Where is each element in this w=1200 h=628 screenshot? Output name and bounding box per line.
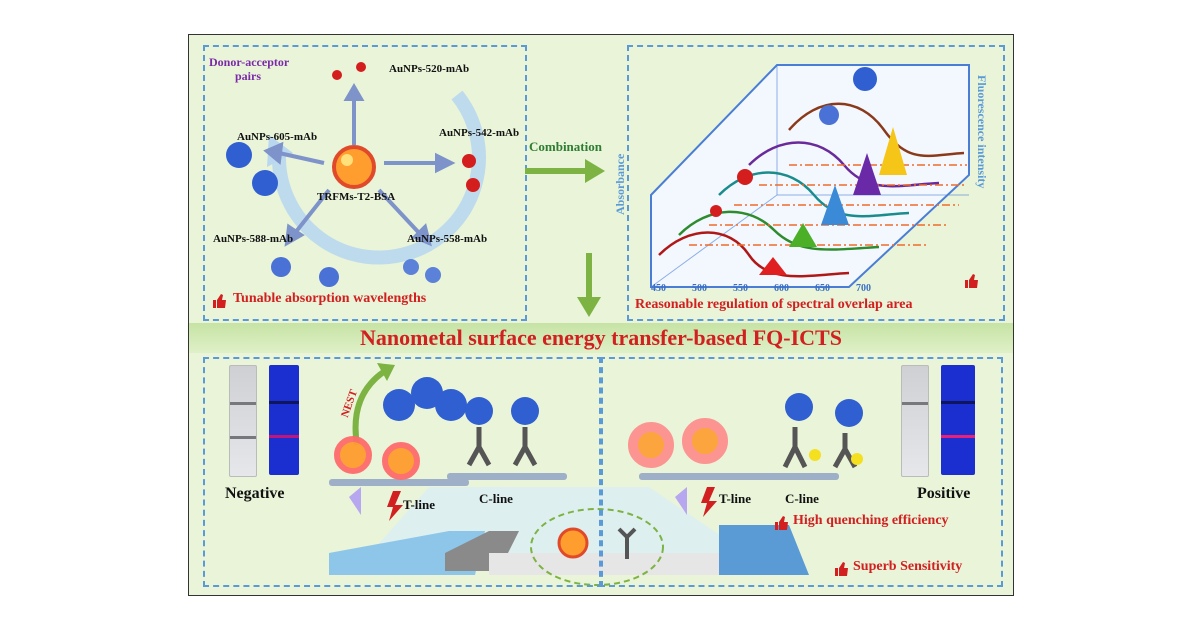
plate-right xyxy=(639,473,839,480)
thumbs-up-icon xyxy=(775,516,788,530)
spectra-box xyxy=(650,64,970,288)
cycle-arrow xyxy=(271,90,486,265)
negative-strip-white xyxy=(229,365,257,477)
tick-500: 500 xyxy=(692,283,707,294)
t-line-right-label: T-line xyxy=(719,491,752,506)
peak-purple xyxy=(853,153,881,195)
c-line-left-label: C-line xyxy=(479,491,513,506)
pairs-label-2: pairs xyxy=(235,69,262,83)
abs-curve-5 xyxy=(788,102,965,158)
tick-row: 450 500 550 600 650 700 xyxy=(651,283,871,294)
positive-strip-uv xyxy=(941,365,975,475)
panel-positive xyxy=(599,357,1003,587)
panel-absorption xyxy=(203,45,527,321)
quench-caption: High quenching efficiency xyxy=(793,513,949,528)
aunp-542-2 xyxy=(466,178,480,192)
peak-yellow xyxy=(879,127,907,175)
thumbs-up-icon xyxy=(965,274,978,288)
thumbs-up-icon xyxy=(835,562,848,576)
probe-605-label: AuNPs-605-mAb xyxy=(237,131,318,143)
tick-650: 650 xyxy=(815,283,830,294)
aunp-605-1 xyxy=(226,142,252,168)
tick-700: 700 xyxy=(856,283,871,294)
panel-spectra xyxy=(627,45,1005,321)
aunp-542-1 xyxy=(462,154,476,168)
probe-520-label: AuNPs-520-mAb xyxy=(389,63,470,75)
t-line-left-label: T-line xyxy=(403,497,436,512)
plate-middle xyxy=(447,473,567,480)
abs-curve-2 xyxy=(678,210,880,251)
spectra-caption: Reasonable regulation of spectral overla… xyxy=(635,297,913,312)
aunp-605-2 xyxy=(252,170,278,196)
combination-label: Combination xyxy=(529,139,602,154)
probe-542-label: AuNPs-542-mAb xyxy=(439,127,520,139)
strip-membrane xyxy=(489,553,739,575)
decor-layer xyxy=(226,62,970,586)
thumbs-up-icon xyxy=(213,294,226,308)
probe-558-label: AuNPs-558-mAb xyxy=(407,233,488,245)
abs-curve-1 xyxy=(658,231,850,278)
banner-title: Nanometal surface energy transfer-based … xyxy=(360,325,842,350)
sensitivity-caption: Superb Sensitivity xyxy=(853,559,963,574)
tick-550: 550 xyxy=(733,283,748,294)
trfm-particle xyxy=(332,145,376,189)
peak-blue xyxy=(821,185,849,225)
pairs-label-1: Donor-acceptor xyxy=(209,55,290,69)
aunp-588-2 xyxy=(319,267,339,287)
negative-label: Negative xyxy=(225,485,285,502)
tick-600: 600 xyxy=(774,283,789,294)
positive-label: Positive xyxy=(917,485,971,502)
banner xyxy=(189,323,1013,353)
absorption-caption: Tunable absorption wavelengths xyxy=(233,291,427,306)
aunp-520-2 xyxy=(356,62,366,72)
negative-strip-uv xyxy=(269,365,299,475)
tick-450: 450 xyxy=(651,283,666,294)
aunp-558-2 xyxy=(425,267,441,283)
nest-arrow xyxy=(352,368,387,446)
axis-fluorescence: Fluorescence intensity xyxy=(975,75,989,189)
peak-red xyxy=(759,257,787,275)
aunp-588-1 xyxy=(271,257,291,277)
figure-frame: Donor-acceptor pairs AuNPs-520-mAb AuNPs… xyxy=(188,34,1014,596)
peak-green xyxy=(789,223,817,247)
panel-negative xyxy=(203,357,603,587)
probe-588-label: AuNPs-588-mAb xyxy=(213,233,294,245)
center-label: TRFMs-T2-BSA xyxy=(317,191,396,203)
c-line-right-label: C-line xyxy=(785,491,819,506)
aunp-558-1 xyxy=(403,259,419,275)
plate-left xyxy=(329,479,469,486)
positive-strip-white xyxy=(901,365,929,477)
axis-absorbance: Absorbance xyxy=(613,153,627,215)
strip-right-pad xyxy=(719,525,809,575)
aunp-520-1 xyxy=(332,70,342,80)
